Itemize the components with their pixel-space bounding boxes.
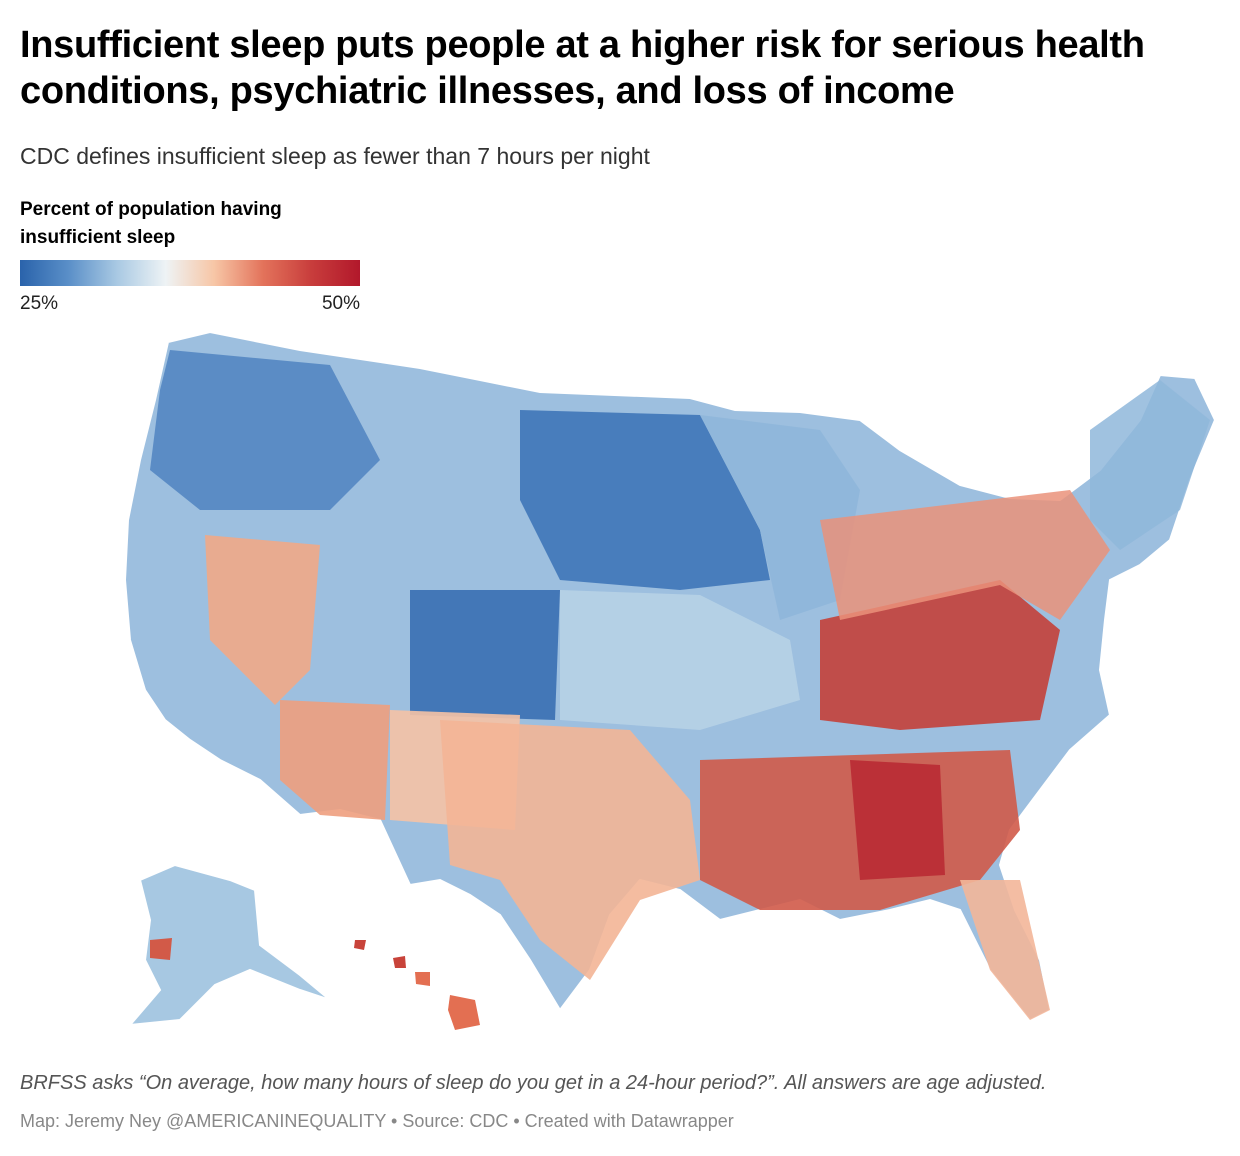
region-upper-midwest bbox=[700, 415, 860, 620]
region-nevada bbox=[205, 535, 320, 705]
region-alabama-georgia bbox=[850, 760, 945, 880]
legend-gradient-bar bbox=[20, 260, 360, 286]
hawaii-island-4 bbox=[448, 995, 480, 1030]
legend-labels: 25% 50% bbox=[20, 293, 360, 317]
region-texas bbox=[440, 720, 700, 980]
legend-min-label: 25% bbox=[20, 293, 59, 314]
region-central-blue bbox=[560, 590, 800, 730]
region-ohio-valley bbox=[820, 490, 1110, 620]
alaska-red-spot bbox=[150, 938, 172, 960]
footnote: BRFSS asks “On average, how many hours o… bbox=[20, 1072, 1047, 1094]
us-county-map bbox=[0, 320, 1240, 1050]
credit-line: Map: Jeremy Ney @AMERICANINEQUALITY • So… bbox=[20, 1111, 734, 1131]
hawaii-island-3 bbox=[415, 972, 430, 986]
region-great-plains bbox=[520, 410, 770, 590]
region-northwest bbox=[150, 350, 380, 510]
hawaii-island-1 bbox=[354, 940, 366, 950]
page-title: Insufficient sleep puts people at a high… bbox=[20, 24, 1145, 112]
map-svg bbox=[123, 330, 1217, 1030]
page-subtitle: CDC defines insufficient sleep as fewer … bbox=[20, 143, 650, 169]
region-colorado-wyoming bbox=[410, 590, 560, 720]
hawaii-island-2 bbox=[393, 956, 406, 968]
region-arizona bbox=[280, 700, 390, 820]
color-legend: Percent of population having insufficien… bbox=[20, 196, 360, 317]
alaska-shape bbox=[127, 863, 331, 1027]
region-new-england bbox=[1090, 380, 1210, 550]
region-florida bbox=[960, 880, 1050, 1020]
legend-title: Percent of population having insufficien… bbox=[20, 199, 282, 248]
region-appalachia bbox=[820, 580, 1060, 730]
legend-max-label: 50% bbox=[321, 293, 360, 314]
